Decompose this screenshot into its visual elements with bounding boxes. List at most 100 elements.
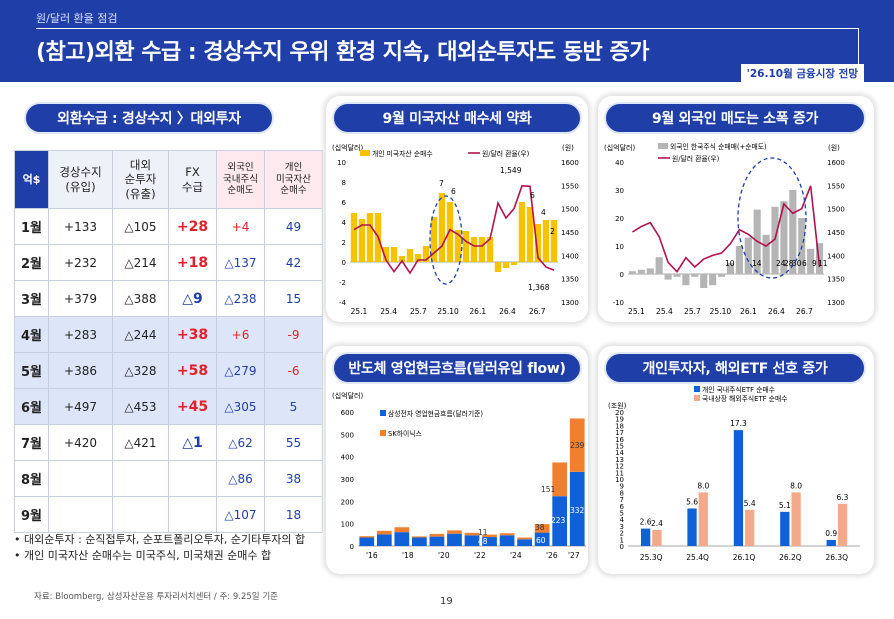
bar — [550, 220, 558, 262]
bar-samsung — [412, 537, 427, 546]
row-month: 5월 — [14, 352, 49, 389]
chart2-svg: (십억달러) (원) -10 0 10 20 30 40 1300 1350 1400 1450 150… — [604, 142, 845, 316]
data-annotation: 4 — [541, 208, 546, 217]
data-label: 5.1 — [779, 501, 791, 510]
y-tick-label: -2 — [339, 279, 346, 287]
fx-flow-table: 억$ 경상수지 (유입) 대외 순투자 (유출) FX 수급 외국인 국내주식 … — [14, 150, 323, 533]
bar — [691, 274, 699, 277]
chart4-title: 개인투자자, 해외ETF 선호 증가 — [604, 352, 866, 384]
cell-current-account: +420 — [48, 424, 113, 461]
data-label: 8.0 — [790, 481, 802, 490]
bar — [518, 202, 526, 262]
left-axis-unit: (조원) — [608, 401, 627, 410]
bar-overseas-etf — [652, 529, 662, 546]
y-tick-label: 0 — [342, 259, 346, 267]
data-label: 239 — [570, 441, 585, 450]
y2-tick-label: 1400 — [561, 252, 579, 260]
bar — [470, 237, 478, 262]
x-tick-label: 25.10 — [437, 307, 459, 316]
cell-current-account: +232 — [48, 244, 113, 281]
data-label: 48 — [478, 537, 488, 546]
data-annotation: 30 — [792, 259, 802, 268]
data-annotation: 9 — [812, 259, 817, 268]
bar — [726, 262, 735, 274]
bar — [406, 249, 414, 262]
legend-swatch — [380, 430, 386, 436]
bar-samsung — [464, 535, 480, 546]
bar-samsung — [429, 536, 445, 546]
cell-individual: 49 — [264, 208, 323, 245]
bar — [414, 254, 422, 262]
chart1-svg: (십억달러) (원)-4-2024681013001350140014501500… — [332, 143, 579, 316]
data-annotation: 6 — [530, 191, 535, 200]
x-tick-label: '24 — [510, 551, 522, 560]
cell-fx-flow: +28 — [168, 208, 217, 245]
cell-foreign: +4 — [216, 208, 265, 245]
bar-hynix — [482, 534, 497, 538]
cell-individual: 5 — [264, 388, 323, 425]
bar-domestic-etf — [780, 511, 790, 546]
cell-fx-flow: △1 — [168, 424, 217, 461]
legend-label: 개인 미국자산 순매수 — [372, 149, 433, 158]
bar-samsung — [359, 537, 375, 546]
right-axis-unit: (원) — [562, 143, 574, 152]
bar — [358, 219, 366, 262]
legend-label: SK하이닉스 — [388, 429, 422, 438]
cell-external-investment: △388 — [112, 280, 169, 317]
table-pill-title: 외환수급 : 경상수지 〉대외투자 — [24, 102, 274, 134]
bar-domestic-etf — [640, 528, 651, 546]
bar — [807, 248, 815, 274]
data-label: 8.0 — [697, 481, 709, 490]
y-tick-label: 8 — [342, 179, 346, 187]
bar-hynix — [447, 530, 462, 534]
cell-fx-flow — [168, 496, 217, 533]
bar — [744, 237, 752, 274]
bar-overseas-etf — [791, 492, 801, 546]
bar-overseas-etf — [837, 503, 848, 546]
table-row: 1월 +133 △105 +28 +4 49 — [14, 208, 323, 245]
y-tick-label: 20 — [615, 409, 624, 417]
bar — [717, 274, 726, 277]
left-axis-unit: (십억달러) — [604, 143, 635, 152]
cell-foreign: △62 — [216, 424, 265, 461]
x-tick-label: 26.4 — [499, 307, 516, 316]
data-label: 151 — [541, 485, 556, 494]
y-tick-label: 16 — [615, 436, 624, 444]
bar — [637, 269, 645, 274]
col-current-account: 경상수지 (유입) — [48, 150, 113, 209]
page-header: 원/달러 환율 점검 (참고)외환 수급 : 경상수지 우위 환경 지속, 대외… — [0, 0, 894, 83]
x-tick-label: '20 — [438, 551, 450, 560]
source-note: 자료: Bloomberg, 삼성자산운용 투자리서치센터 / 주: 9.25일… — [34, 592, 278, 602]
x-tick-label: 26.7 — [796, 307, 813, 316]
data-annotation: 1,549 — [500, 166, 522, 175]
y-tick-label: 0 — [350, 543, 354, 551]
legend-swatch — [694, 386, 700, 392]
bar-hynix — [376, 530, 392, 535]
cell-individual: -9 — [264, 316, 323, 353]
row-month: 9월 — [14, 496, 49, 533]
y-tick-label: 18 — [615, 422, 624, 430]
y-tick-label: 8 — [620, 489, 624, 497]
y-tick-label: 19 — [615, 416, 624, 424]
legend-label: 국내상장 해외주식ETF 순매수 — [702, 394, 787, 403]
section-label: 원/달러 환율 점검 — [36, 12, 118, 25]
y-tick-label: 1 — [620, 536, 624, 544]
bar-samsung — [517, 539, 532, 546]
data-label: 5.4 — [744, 499, 756, 508]
data-annotation: 24 — [776, 259, 786, 268]
cell-fx-flow: +45 — [168, 388, 217, 425]
x-tick-label: '16 — [366, 551, 378, 560]
col-unit: 억$ — [14, 150, 49, 209]
y-tick-label: 600 — [341, 409, 354, 417]
x-tick-label: 25.1 — [628, 307, 645, 316]
bar — [815, 243, 824, 274]
row-month: 6월 — [14, 388, 49, 425]
bar-hynix — [534, 524, 550, 533]
bar-samsung — [376, 534, 392, 546]
title-frame — [36, 28, 859, 64]
legend-label: 개인 국내주식ETF 순매수 — [702, 386, 775, 394]
bar-samsung — [499, 535, 515, 546]
bar-hynix — [429, 533, 445, 537]
y-tick-label: 10 — [337, 159, 346, 167]
bar — [494, 262, 502, 272]
